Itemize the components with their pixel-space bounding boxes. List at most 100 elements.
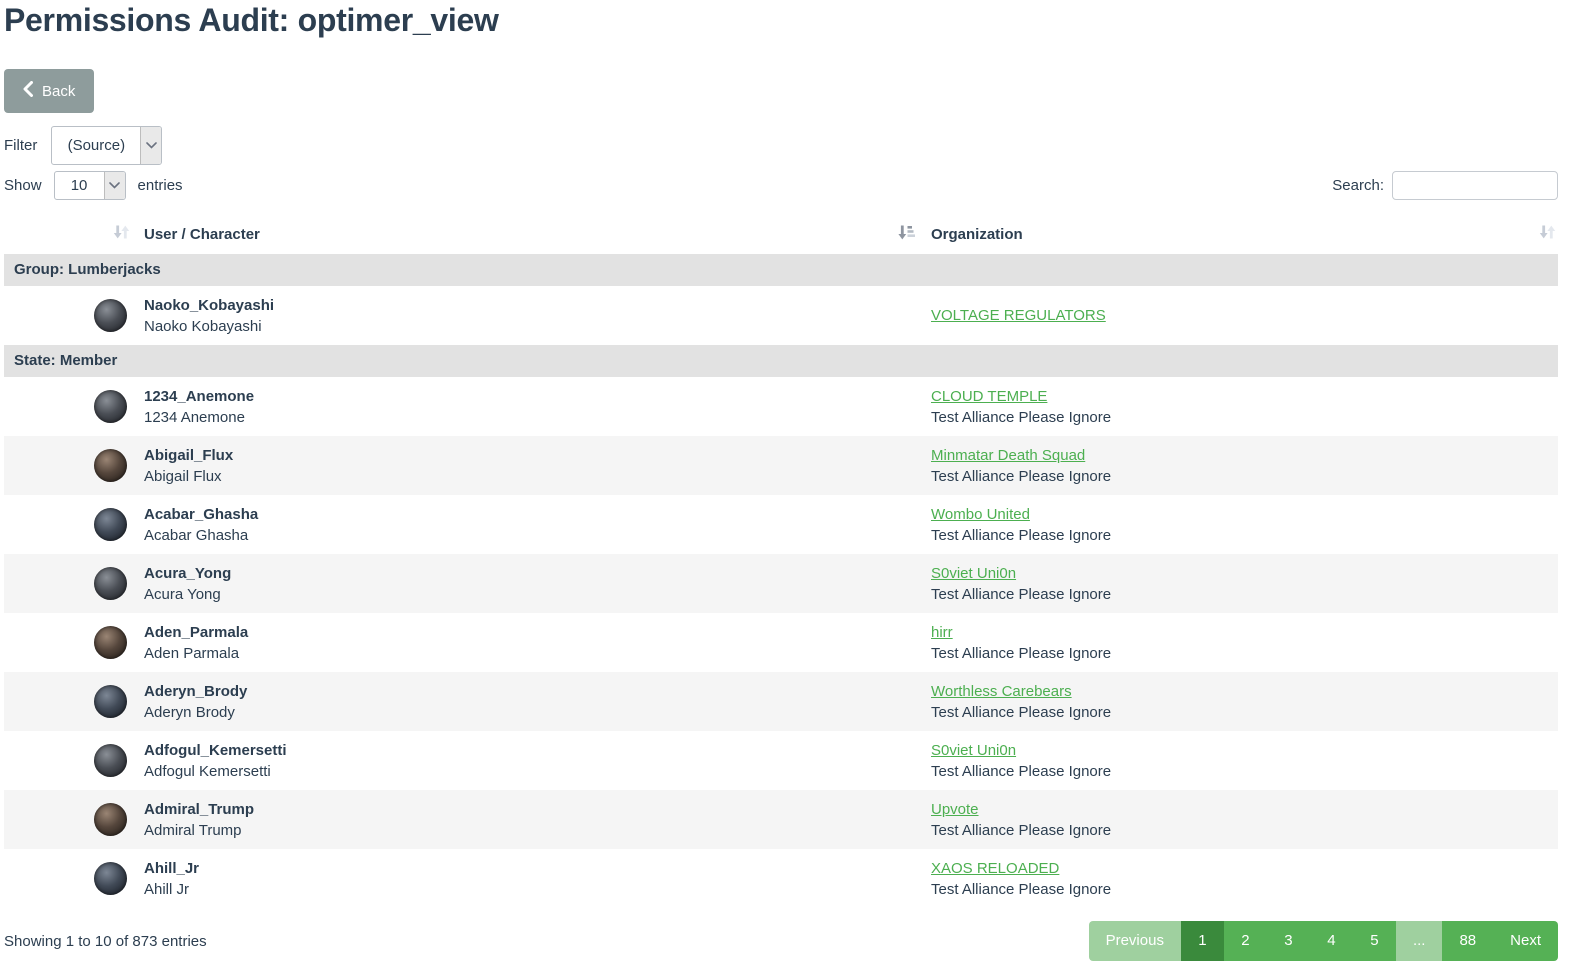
- chevron-left-icon: [23, 81, 33, 101]
- group-header-row: State: Member: [4, 345, 1558, 377]
- corporation-link[interactable]: Worthless Carebears: [931, 682, 1072, 700]
- show-entries-value: 10: [70, 177, 88, 194]
- user-cell: Acabar_Ghasha Acabar Ghasha: [136, 504, 916, 546]
- entries-label: entries: [137, 177, 183, 194]
- organization-cell: Minmatar Death Squad Test Alliance Pleas…: [916, 445, 1558, 487]
- avatar: [94, 508, 127, 541]
- table-row: Naoko_Kobayashi Naoko Kobayashi VOLTAGE …: [4, 286, 1558, 345]
- avatar: [94, 744, 127, 777]
- table-row: Acura_Yong Acura Yong S0viet Uni0n Test …: [4, 554, 1558, 613]
- avatar-cell: [4, 862, 136, 895]
- character-name: Naoko Kobayashi: [144, 317, 262, 335]
- column-header-avatar[interactable]: [4, 225, 136, 243]
- username: Ahill_Jr: [144, 859, 200, 877]
- avatar-cell: [4, 390, 136, 423]
- user-cell: Ahill_Jr Ahill Jr: [136, 858, 916, 900]
- user-cell: Abigail_Flux Abigail Flux: [136, 445, 916, 487]
- column-header-label: User / Character: [144, 225, 260, 243]
- table-footer: Showing 1 to 10 of 873 entries Previous 1…: [4, 921, 1558, 961]
- pagination-button[interactable]: Previous: [1088, 921, 1181, 961]
- table-row: Abigail_Flux Abigail Flux Minmatar Death…: [4, 436, 1558, 495]
- group-header-label: State: Member: [14, 352, 118, 369]
- organization-cell: XAOS RELOADED Test Alliance Please Ignor…: [916, 858, 1558, 900]
- search-input[interactable]: [1392, 171, 1558, 200]
- chevron-down-icon: [140, 127, 162, 164]
- alliance-name: Test Alliance Please Ignore: [931, 762, 1112, 780]
- alliance-name: Test Alliance Please Ignore: [931, 526, 1112, 544]
- avatar-cell: [4, 567, 136, 600]
- search-label: Search:: [1332, 177, 1384, 194]
- pagination-button[interactable]: 1: [1180, 921, 1224, 961]
- corporation-link[interactable]: CLOUD TEMPLE: [931, 387, 1048, 405]
- organization-cell: Worthless Carebears Test Alliance Please…: [916, 681, 1558, 723]
- pagination-button[interactable]: 2: [1223, 921, 1267, 961]
- corporation-link[interactable]: Upvote: [931, 800, 979, 818]
- pagination-button[interactable]: 3: [1266, 921, 1310, 961]
- group-header-label: Group: Lumberjacks: [14, 261, 161, 278]
- user-cell: Aden_Parmala Aden Parmala: [136, 622, 916, 664]
- username: Naoko_Kobayashi: [144, 296, 275, 314]
- avatar: [94, 449, 127, 482]
- filter-row: Filter (Source): [4, 126, 1558, 165]
- table-row: Aderyn_Brody Aderyn Brody Worthless Care…: [4, 672, 1558, 731]
- avatar-cell: [4, 299, 136, 332]
- pagination-button[interactable]: 5: [1352, 921, 1396, 961]
- alliance-name: Test Alliance Please Ignore: [931, 644, 1112, 662]
- user-cell: 1234_Anemone 1234 Anemone: [136, 386, 916, 428]
- username: Aderyn_Brody: [144, 682, 248, 700]
- corporation-link[interactable]: Wombo United: [931, 505, 1030, 523]
- group-header-row: Group: Lumberjacks: [4, 254, 1558, 286]
- filter-select[interactable]: (Source): [51, 126, 163, 165]
- corporation-link[interactable]: S0viet Uni0n: [931, 564, 1017, 582]
- username: Acabar_Ghasha: [144, 505, 259, 523]
- username: 1234_Anemone: [144, 387, 255, 405]
- avatar: [94, 390, 127, 423]
- permissions-table: User / Character Organization Group: Lu: [4, 219, 1558, 908]
- user-cell: Acura_Yong Acura Yong: [136, 563, 916, 605]
- show-entries-select[interactable]: 10: [53, 171, 126, 200]
- character-name: 1234 Anemone: [144, 408, 245, 426]
- character-name: Admiral Trump: [144, 821, 242, 839]
- avatar: [94, 862, 127, 895]
- alliance-name: Test Alliance Please Ignore: [931, 703, 1112, 721]
- pagination-button[interactable]: 88: [1442, 921, 1494, 961]
- column-header-user-character[interactable]: User / Character: [136, 225, 916, 244]
- pagination-button[interactable]: 4: [1309, 921, 1353, 961]
- character-name: Acabar Ghasha: [144, 526, 249, 544]
- column-header-label: Organization: [931, 225, 1023, 243]
- user-cell: Aderyn_Brody Aderyn Brody: [136, 681, 916, 723]
- pagination-button[interactable]: ...: [1395, 921, 1443, 961]
- character-name: Abigail Flux: [144, 467, 222, 485]
- alliance-name: Test Alliance Please Ignore: [931, 585, 1112, 603]
- results-info: Showing 1 to 10 of 873 entries: [4, 932, 207, 950]
- table-header-row: User / Character Organization: [4, 219, 1558, 249]
- show-label: Show: [4, 177, 42, 194]
- corporation-link[interactable]: XAOS RELOADED: [931, 859, 1060, 877]
- sort-unsorted-icon: [113, 225, 130, 243]
- corporation-link[interactable]: S0viet Uni0n: [931, 741, 1017, 759]
- user-cell: Naoko_Kobayashi Naoko Kobayashi: [136, 295, 916, 337]
- alliance-name: Test Alliance Please Ignore: [931, 467, 1112, 485]
- username: Abigail_Flux: [144, 446, 234, 464]
- organization-cell: CLOUD TEMPLE Test Alliance Please Ignore: [916, 386, 1558, 428]
- pagination-button[interactable]: Next: [1493, 921, 1558, 961]
- avatar-cell: [4, 685, 136, 718]
- table-body: Group: Lumberjacks Naoko_Kobayashi Naoko…: [4, 254, 1558, 908]
- user-cell: Admiral_Trump Admiral Trump: [136, 799, 916, 841]
- corporation-link[interactable]: Minmatar Death Squad: [931, 446, 1086, 464]
- character-name: Acura Yong: [144, 585, 221, 603]
- back-button[interactable]: Back: [4, 69, 95, 113]
- corporation-link[interactable]: hirr: [931, 623, 953, 641]
- corporation-link[interactable]: VOLTAGE REGULATORS: [931, 307, 1106, 324]
- avatar-cell: [4, 744, 136, 777]
- username: Acura_Yong: [144, 564, 232, 582]
- avatar: [94, 685, 127, 718]
- table-row: Aden_Parmala Aden Parmala hirr Test Alli…: [4, 613, 1558, 672]
- chevron-down-icon: [103, 172, 125, 199]
- table-row: Admiral_Trump Admiral Trump Upvote Test …: [4, 790, 1558, 849]
- username: Adfogul_Kemersetti: [144, 741, 287, 759]
- back-row: Back: [4, 69, 1558, 113]
- table-row: Ahill_Jr Ahill Jr XAOS RELOADED Test All…: [4, 849, 1558, 908]
- column-header-organization[interactable]: Organization: [916, 225, 1558, 243]
- avatar: [94, 299, 127, 332]
